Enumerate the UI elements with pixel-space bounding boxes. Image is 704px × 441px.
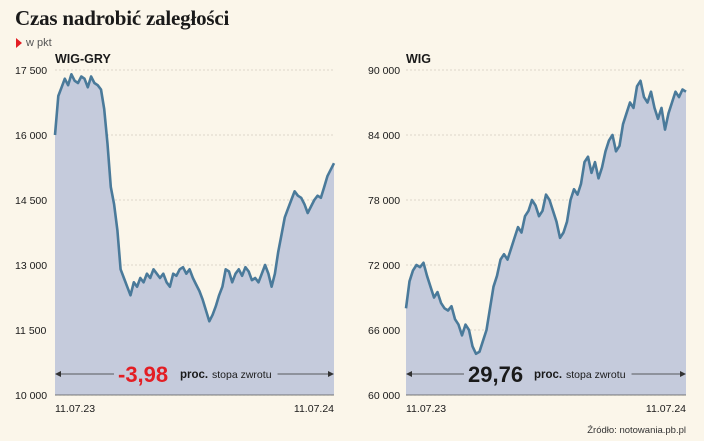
wig-gry-y-tick-label: 14 500: [15, 195, 47, 207]
wig-gry-panel-title: WIG-GRY: [55, 52, 111, 66]
wig-y-tick-label: 90 000: [368, 65, 400, 77]
wig-return-unit: proc.: [534, 369, 562, 381]
wig-gry-y-tick-label: 13 000: [15, 260, 47, 272]
wig-gry-y-tick-label: 16 000: [15, 130, 47, 142]
units-label: w pkt: [26, 37, 52, 49]
wig-gry-arrowhead-right: [328, 371, 334, 377]
wig-gry-y-tick-label: 10 000: [15, 390, 47, 402]
wig-panel-title: WIG: [406, 52, 431, 66]
units-subtitle: w pkt: [16, 37, 52, 49]
red-triangle-icon: [16, 38, 22, 48]
wig-arrowhead-right: [680, 371, 686, 377]
wig-y-tick-label: 72 000: [368, 260, 400, 272]
wig-x-start-label: 11.07.23: [406, 403, 446, 415]
wig-y-tick-label: 66 000: [368, 325, 400, 337]
source-note: Źródło: notowania.pb.pl: [587, 425, 686, 436]
wig-gry-return-label: stopa zwrotu: [212, 369, 272, 381]
wig-y-tick-label: 84 000: [368, 130, 400, 142]
wig-gry-area: [55, 74, 334, 396]
wig-area: [406, 80, 686, 396]
wig-return-label: stopa zwrotu: [566, 369, 626, 381]
wig-y-tick-label: 78 000: [368, 195, 400, 207]
wig-x-end-label: 11.07.24: [646, 403, 686, 415]
wig-gry-x-start-label: 11.07.23: [55, 403, 95, 415]
wig-gry-arrowhead-left: [55, 371, 61, 377]
wig-gry-return-value: -3,98: [118, 362, 168, 387]
wig-arrowhead-left: [406, 371, 412, 377]
wig-gry-y-tick-label: 11 500: [15, 325, 46, 337]
wig-return-value: 29,76: [468, 362, 523, 387]
chart-title: Czas nadrobić zaległości: [15, 6, 230, 30]
wig-line: [404, 79, 687, 356]
wig-y-tick-label: 60 000: [368, 390, 400, 402]
wig-gry-return-unit: proc.: [180, 369, 208, 381]
wig-gry-line: [53, 73, 336, 323]
wig-gry-y-tick-label: 17 500: [15, 65, 47, 77]
wig-gry-x-end-label: 11.07.24: [294, 403, 334, 415]
